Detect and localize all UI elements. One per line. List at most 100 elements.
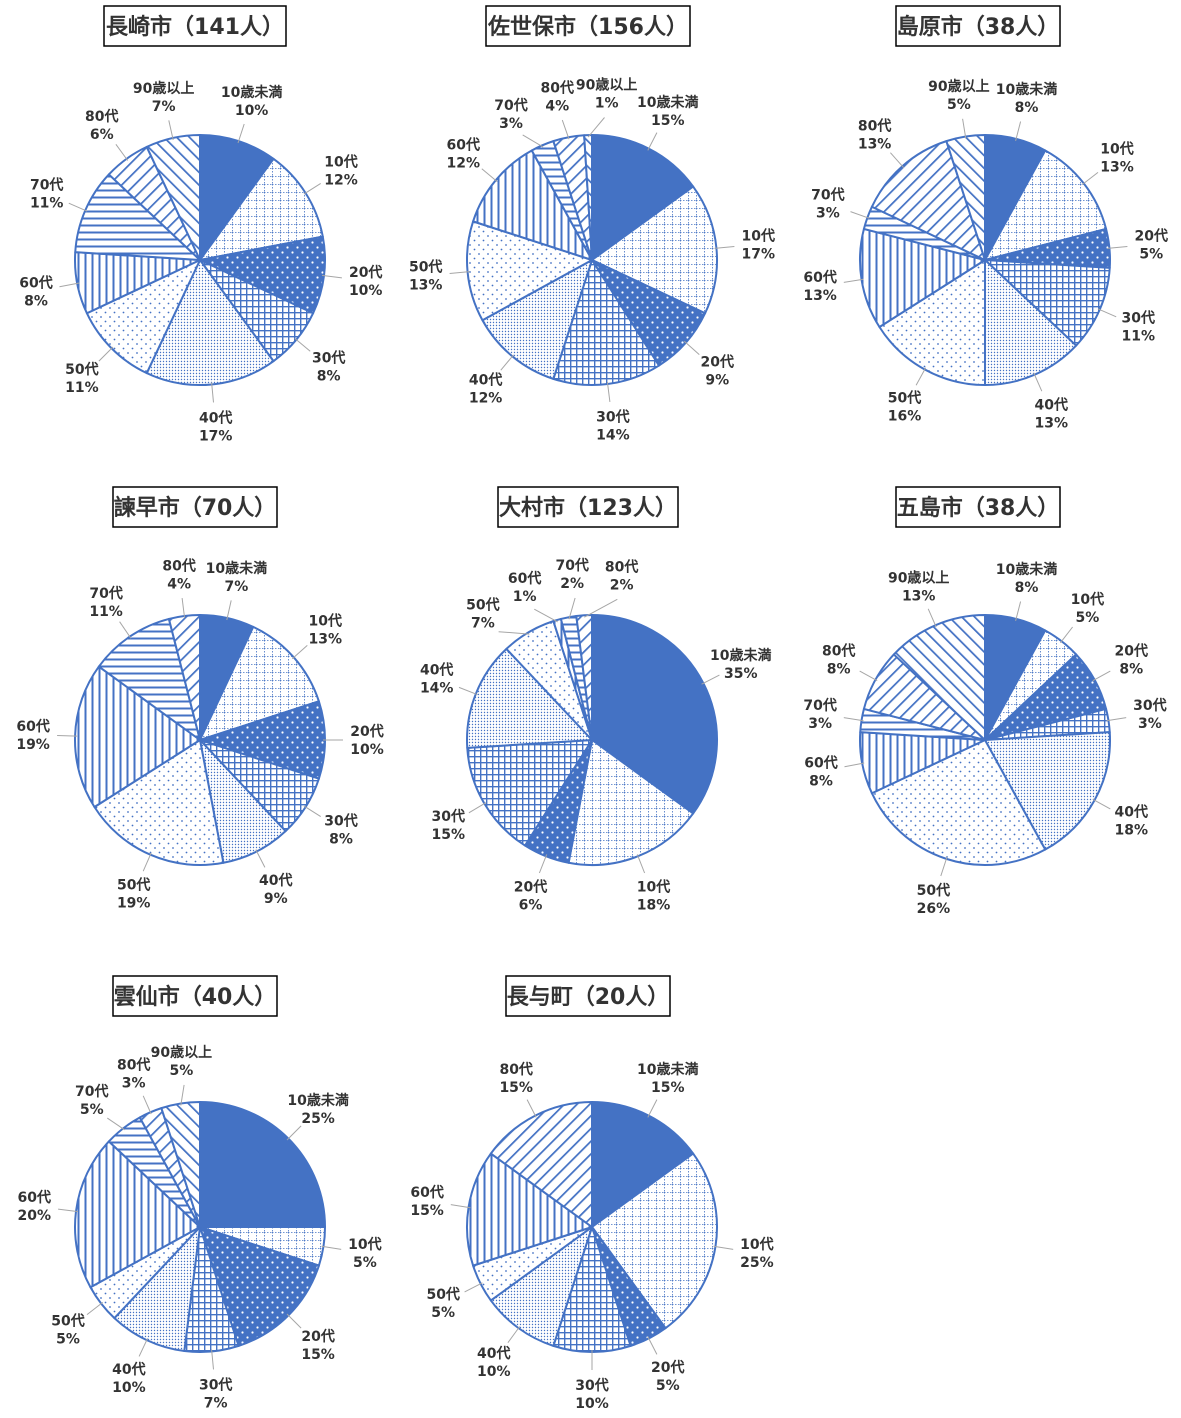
slice-category-label: 60代	[804, 754, 837, 771]
leader-line	[940, 856, 948, 877]
leader-line	[534, 608, 558, 623]
chart-title-text: 長与町（20人）	[507, 985, 670, 1010]
leader-line	[714, 246, 735, 249]
slice-value-label: 12%	[447, 156, 481, 172]
leader-line	[450, 1204, 471, 1209]
slice-category-label: 90歳以上	[133, 80, 194, 97]
slice-value-label: 4%	[167, 576, 191, 592]
slice-value-label: 7%	[204, 1395, 228, 1411]
slice-value-label: 5%	[170, 1063, 194, 1079]
leader-line	[1092, 798, 1111, 810]
leader-line	[647, 132, 658, 151]
leader-line	[286, 1313, 302, 1329]
slice-value-label: 10%	[112, 1380, 146, 1396]
slice-value-label: 10%	[477, 1364, 511, 1380]
slice-value-label: 5%	[431, 1305, 455, 1321]
leader-line	[522, 134, 544, 148]
slice-category-label: 70代	[75, 1083, 108, 1100]
leader-line	[1081, 172, 1099, 185]
leader-line	[606, 381, 611, 402]
leader-line	[587, 117, 605, 138]
leader-line	[844, 762, 865, 768]
slice-value-label: 15%	[410, 1203, 444, 1219]
chart-title: 長与町（20人）	[505, 975, 671, 1017]
leader-line	[294, 338, 311, 352]
slice-category-label: 70代	[811, 186, 844, 203]
slice-category-label: 10歳未満	[996, 561, 1057, 578]
leader-line	[449, 271, 470, 274]
slice-value-label: 19%	[16, 737, 50, 753]
slice-value-label: 18%	[637, 897, 671, 913]
leader-line	[647, 1336, 658, 1355]
pie-slice-80代	[575, 614, 593, 741]
leader-line	[119, 621, 132, 639]
slice-value-label: 10%	[235, 103, 269, 119]
slice-value-label: 1%	[595, 96, 619, 112]
leader-line	[303, 182, 321, 195]
leader-line	[498, 631, 530, 635]
slice-category-label: 30代	[324, 813, 357, 830]
chart-title: 長崎市（141人）	[103, 5, 287, 47]
slice-category-label: 80代	[541, 80, 574, 97]
slice-value-label: 13%	[803, 288, 837, 304]
slice-value-label: 5%	[353, 1255, 377, 1271]
slice-category-label: 20代	[350, 723, 383, 740]
leader-line	[181, 598, 186, 619]
slice-category-label: 10歳未満	[287, 1092, 348, 1109]
pie-slices	[74, 134, 326, 386]
slice-category-label: 60代	[18, 1189, 51, 1206]
slice-category-label: 50代	[917, 882, 950, 899]
slice-value-label: 13%	[1035, 415, 1069, 431]
chart-title-text: 諫早市（70人）	[114, 495, 277, 521]
slice-labels: 10歳未満 15% 10代 25% 20代 5% 30代 10% 40代 10% 50代 5% 60代 1…	[410, 1061, 773, 1412]
chart-title: 大村市（123人）	[497, 486, 679, 528]
slice-category-label: 20代	[651, 1359, 684, 1376]
leader-line	[286, 1125, 302, 1141]
slice-category-label: 50代	[65, 361, 98, 378]
slice-value-label: 5%	[80, 1102, 104, 1118]
slice-labels: 10歳未満 8% 10代 13% 20代 5% 30代 11% 40代 13% 50代 16% 60代 1…	[803, 78, 1168, 431]
slice-category-label: 20代	[514, 878, 547, 895]
slice-category-label: 40代	[199, 409, 232, 426]
pie-chart-3: 島原市（38人） 10歳未満 8% 10代 13% 20代 5% 30代 11% 40代 13% 50…	[803, 5, 1168, 431]
leader-line	[584, 598, 618, 618]
pie-slices	[74, 614, 326, 866]
leader-line	[1015, 121, 1022, 142]
slice-value-label: 3%	[122, 1076, 146, 1092]
slice-category-label: 10代	[324, 154, 357, 171]
chart-title-box	[497, 486, 679, 528]
slice-category-label: 60代	[447, 137, 480, 154]
pie-slices	[466, 1101, 718, 1353]
slice-category-label: 50代	[409, 259, 442, 276]
leader-line	[1107, 246, 1128, 249]
slice-category-label: 90歳以上	[576, 77, 637, 94]
slice-category-label: 80代	[117, 1057, 150, 1074]
leader-line	[915, 367, 927, 386]
slice-category-label: 50代	[51, 1312, 84, 1329]
slice-category-label: 10歳未満	[206, 560, 267, 577]
pie-slice-90歳以上	[583, 134, 593, 261]
slice-category-label: 40代	[259, 872, 292, 889]
slice-category-label: 30代	[199, 1376, 232, 1393]
slice-value-label: 20%	[18, 1208, 52, 1224]
slice-value-label: 15%	[651, 1080, 685, 1096]
slice-value-label: 7%	[152, 99, 176, 115]
slice-value-label: 7%	[225, 579, 249, 595]
leader-line	[636, 854, 646, 874]
leader-line	[458, 686, 478, 696]
leader-line	[255, 849, 266, 868]
slice-category-label: 80代	[499, 1061, 532, 1078]
slice-category-label: 40代	[420, 662, 453, 679]
slice-category-label: 20代	[1135, 227, 1168, 244]
slice-value-label: 11%	[65, 380, 99, 396]
pie-slices	[466, 614, 718, 866]
slice-value-label: 11%	[1122, 328, 1156, 344]
slice-category-label: 10代	[309, 613, 342, 630]
slice-value-label: 15%	[651, 113, 685, 129]
slice-value-label: 2%	[610, 578, 634, 594]
slice-category-label: 60代	[508, 570, 541, 587]
chart-title-box	[485, 5, 691, 47]
slice-category-label: 20代	[349, 264, 382, 281]
leader-line	[468, 802, 487, 814]
